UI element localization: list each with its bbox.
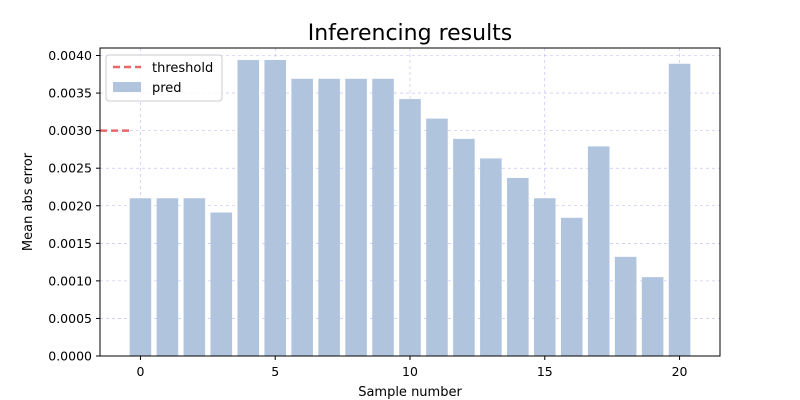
- bar: [210, 212, 233, 356]
- y-tick-label: 0.0005: [48, 311, 92, 326]
- chart-title: Inferencing results: [308, 21, 513, 46]
- bar: [480, 158, 502, 356]
- y-tick-label: 0.0040: [48, 48, 92, 63]
- bar: [507, 177, 529, 356]
- y-tick-label: 0.0000: [48, 349, 92, 364]
- x-tick-label: 20: [672, 364, 688, 379]
- x-tick-label: 0: [136, 364, 144, 379]
- x-axis-ticks: 0 5 10 15 20: [136, 356, 688, 379]
- bar: [156, 198, 179, 356]
- y-tick-label: 0.0035: [48, 86, 92, 101]
- bar: [399, 99, 421, 357]
- bar: [560, 217, 583, 356]
- bar: [587, 146, 610, 356]
- x-tick-label: 10: [402, 364, 418, 379]
- y-tick-label: 0.0030: [48, 123, 92, 138]
- bar: [264, 60, 286, 357]
- bar: [318, 78, 340, 357]
- x-tick-label: 5: [271, 364, 279, 379]
- bar: [453, 138, 475, 356]
- bar: [426, 118, 448, 357]
- legend-pred-swatch: [113, 82, 141, 92]
- x-tick-label: 15: [537, 364, 553, 379]
- y-tick-label: 0.0015: [48, 236, 92, 251]
- bar: [291, 78, 313, 357]
- bar: [345, 78, 367, 357]
- bar: [668, 63, 691, 357]
- bar: [534, 198, 556, 356]
- bar: [183, 198, 206, 356]
- bar: [641, 277, 664, 356]
- y-axis-ticks: 0.0000 0.0005 0.0010 0.0015 0.0020 0.0025 0.00…: [48, 48, 100, 364]
- x-axis-label: Sample number: [358, 385, 462, 400]
- bar: [372, 78, 394, 357]
- y-tick-label: 0.0025: [48, 161, 92, 176]
- y-tick-label: 0.0010: [48, 273, 92, 288]
- bar: [237, 60, 260, 357]
- legend: threshold pred: [105, 54, 223, 102]
- y-tick-label: 0.0020: [48, 198, 92, 213]
- bar: [614, 256, 637, 356]
- y-axis-label: Mean abs error: [21, 152, 36, 251]
- bars: [129, 60, 691, 357]
- legend-threshold-label: threshold: [152, 61, 213, 76]
- legend-pred-label: pred: [152, 81, 182, 96]
- bar: [129, 198, 152, 356]
